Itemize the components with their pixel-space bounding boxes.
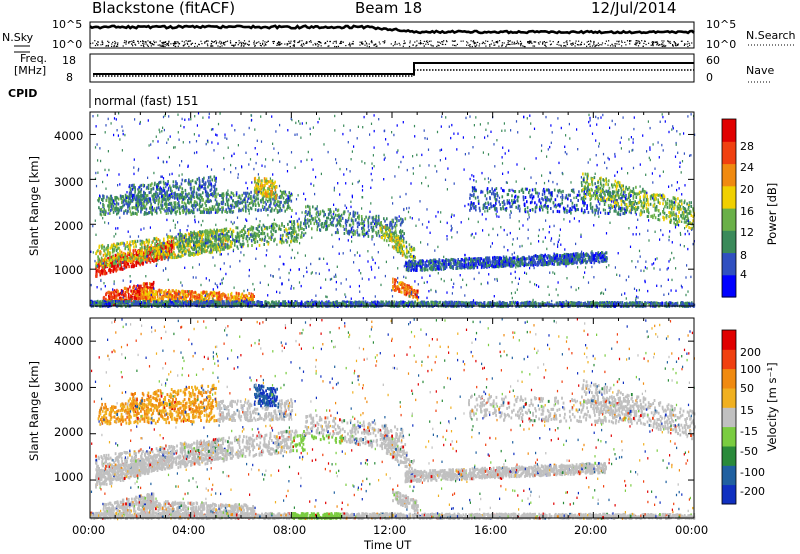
power-cbar-tick-16: 16 xyxy=(740,205,754,218)
vel-cbar-tick-minus200: -200 xyxy=(740,485,765,498)
axis-ticks xyxy=(89,112,695,518)
nsky-panel xyxy=(89,21,796,49)
cpid-label: CPID xyxy=(8,87,38,100)
freq-left-tick-bottom: 8 xyxy=(66,71,73,84)
nsky-left-tick-top: 10^5 xyxy=(52,18,83,31)
nave-trace xyxy=(93,69,694,77)
nsky-trace xyxy=(89,24,695,35)
nsky-right-tick-top: 10^5 xyxy=(706,18,737,31)
beam-label: Beam 18 xyxy=(355,0,423,17)
power-ytick-4000: 4000 xyxy=(54,129,84,143)
velocity-heatmap xyxy=(90,318,696,521)
xtick-6: 00:00 xyxy=(675,523,709,537)
vel-cbar-tick-minus100: -100 xyxy=(740,466,765,479)
velocity-colorbar xyxy=(721,329,737,505)
nsky-frame xyxy=(89,21,695,49)
power-colorbar xyxy=(721,118,737,298)
vel-cbar-tick-15: 15 xyxy=(740,404,754,417)
freq-left-tick-top: 18 xyxy=(62,54,76,67)
xtick-1: 04:00 xyxy=(172,523,206,537)
nsky-right-tick-bottom: 10^0 xyxy=(706,38,737,51)
nsearch-dots xyxy=(90,40,693,48)
freq-trace xyxy=(93,62,694,75)
power-cbar-tick-20: 20 xyxy=(740,183,754,196)
velocity-ytick-2000: 2000 xyxy=(54,425,84,439)
nave-right-tick-top: 60 xyxy=(706,54,720,67)
station-title: Blackstone (fitACF) xyxy=(92,0,236,17)
xtick-3: 12:00 xyxy=(373,523,407,537)
power-heatmap xyxy=(90,112,696,309)
xtick-0: 00:00 xyxy=(72,523,106,537)
nsearch-label: N.Search xyxy=(746,29,796,42)
freq-unit-label: [MHz] xyxy=(14,64,47,77)
nsky-left-tick-bottom: 10^0 xyxy=(52,38,83,51)
power-ytick-2000: 2000 xyxy=(54,219,84,233)
freq-label: Freq. xyxy=(20,52,48,65)
vel-cbar-tick-200: 200 xyxy=(740,346,761,359)
xtick-4: 16:00 xyxy=(474,523,508,537)
velocity-ytick-4000: 4000 xyxy=(54,334,84,348)
velocity-ytick-1000: 1000 xyxy=(54,470,84,484)
vel-cbar-tick-minus50: -50 xyxy=(740,445,758,458)
power-ytick-1000: 1000 xyxy=(54,263,84,277)
vel-cbar-tick-100: 100 xyxy=(740,363,761,376)
power-cbar-tick-12: 12 xyxy=(740,226,754,239)
power-cbar-label: Power [dB] xyxy=(765,182,779,246)
power-cbar-tick-28: 28 xyxy=(740,140,754,153)
vel-cbar-label: Velocity [m s⁻¹] xyxy=(765,362,779,452)
power-cbar-tick-8: 8 xyxy=(740,249,747,262)
nsky-label: N.Sky xyxy=(2,31,34,44)
freq-frame xyxy=(89,53,695,83)
date-label: 12/Jul/2014 xyxy=(591,0,677,17)
freq-panel xyxy=(14,45,772,83)
nave-right-tick-bottom: 0 xyxy=(706,71,713,84)
vel-cbar-tick-minus15: -15 xyxy=(740,425,758,438)
vel-cbar-tick-50: 50 xyxy=(740,382,754,395)
power-cbar-tick-4: 4 xyxy=(740,268,747,281)
xtick-5: 20:00 xyxy=(574,523,608,537)
velocity-ylabel: Slant Range [km] xyxy=(27,361,41,461)
nave-label: Nave xyxy=(746,64,775,77)
xtick-2: 08:00 xyxy=(273,523,307,537)
power-cbar-tick-24: 24 xyxy=(740,161,754,174)
xlabel: Time UT xyxy=(364,538,412,552)
power-ytick-3000: 3000 xyxy=(54,175,84,189)
velocity-ytick-3000: 3000 xyxy=(54,380,84,394)
power-ylabel: Slant Range [km] xyxy=(27,156,41,256)
cpid-value: normal (fast) 151 xyxy=(94,94,199,108)
